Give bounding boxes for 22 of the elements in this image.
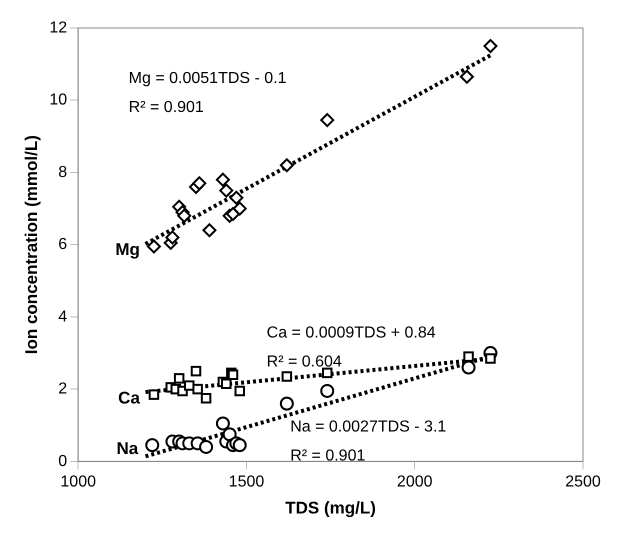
- y-tick-label: 0: [58, 452, 68, 470]
- y-tick-label: 8: [58, 164, 68, 181]
- annotation: Mg = 0.0051TDS - 0.1: [128, 70, 287, 87]
- y-tick-label: 4: [58, 308, 68, 326]
- x-tick-label: 2500: [565, 473, 601, 490]
- annotation: R² = 0.604: [266, 353, 342, 370]
- annotation: R² = 0.901: [290, 447, 366, 464]
- y-tick-label: 10: [49, 92, 68, 109]
- x-tick-label: 1500: [228, 473, 264, 490]
- y-tick-label: 6: [58, 236, 68, 254]
- annotation: Na = 0.0027TDS - 3.1: [290, 418, 446, 436]
- series-label: Na: [116, 438, 139, 458]
- y-tick-label: 12: [49, 19, 68, 36]
- series-label: Mg: [115, 240, 140, 260]
- annotation: Ca = 0.0009TDS + 0.84: [266, 324, 436, 342]
- annotation: R² = 0.901: [128, 98, 204, 116]
- x-tick-label: 2000: [396, 473, 433, 490]
- y-tick-label: 2: [58, 380, 68, 398]
- x-axis-title: TDS (mg/L): [285, 498, 376, 518]
- y-axis-title: Ion concentration (mmol/L): [22, 135, 41, 354]
- series-label: Ca: [118, 388, 140, 408]
- x-tick-label: 1000: [60, 473, 96, 490]
